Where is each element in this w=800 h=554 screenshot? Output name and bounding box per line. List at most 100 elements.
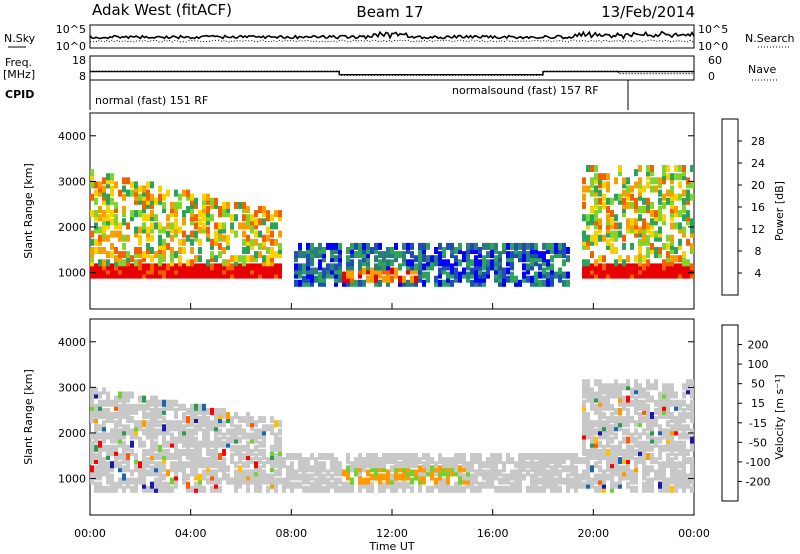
velocity-cell <box>142 477 146 485</box>
velocity-cell <box>662 477 666 485</box>
power-cell <box>618 271 622 279</box>
power-cell <box>266 247 270 254</box>
power-cell <box>534 271 538 279</box>
velocity-cell <box>650 457 654 465</box>
velocity-cell <box>374 465 378 473</box>
velocity-cell <box>186 473 190 481</box>
power-cell <box>498 263 502 271</box>
power-cell <box>434 279 438 287</box>
power-cell <box>406 279 410 287</box>
velocity-cell <box>390 485 394 493</box>
velocity-cell <box>382 485 386 493</box>
range-tick-label: 4000 <box>58 336 86 349</box>
power-cell <box>498 279 502 287</box>
power-cell <box>646 267 650 275</box>
velocity-cell <box>594 428 598 436</box>
power-cell <box>542 251 546 259</box>
velocity-cell <box>134 420 138 428</box>
power-cell <box>274 251 278 259</box>
velocity-cell <box>666 444 670 452</box>
velocity-cell <box>558 469 562 477</box>
power-cell <box>378 251 382 259</box>
power-cell <box>658 234 662 242</box>
velocity-cell <box>286 453 290 460</box>
velocity-cell <box>606 432 610 440</box>
power-cell <box>278 230 282 238</box>
power-cell <box>98 226 102 234</box>
velocity-cell <box>678 416 682 424</box>
velocity-cell <box>610 453 614 460</box>
velocity-cell <box>202 436 206 444</box>
velocity-cell <box>666 436 670 444</box>
power-cell <box>638 181 642 189</box>
velocity-cell <box>90 444 94 452</box>
velocity-cell <box>382 453 386 460</box>
power-cell <box>590 238 594 246</box>
power-cell <box>166 242 170 250</box>
velocity-cell <box>174 407 178 415</box>
velocity-cell <box>406 465 410 473</box>
velocity-cell <box>630 469 634 477</box>
power-cell <box>270 251 274 259</box>
power-cell <box>206 193 210 201</box>
power-cell <box>222 206 226 213</box>
power-cell <box>134 181 138 189</box>
velocity-cell <box>662 387 666 395</box>
velocity-cell <box>634 403 638 411</box>
velocity-cell <box>446 461 450 469</box>
velocity-cell <box>534 485 538 493</box>
velocity-cell <box>454 481 458 489</box>
power-cell <box>162 242 166 250</box>
velocity-cell <box>606 383 610 391</box>
velocity-cell <box>374 453 378 460</box>
power-cell <box>634 263 638 271</box>
power-cell <box>666 165 670 172</box>
power-cell <box>178 267 182 275</box>
power-cell <box>90 169 94 177</box>
power-cell <box>474 267 478 275</box>
velocity-cell <box>658 399 662 407</box>
velocity-cell <box>94 473 98 481</box>
power-cell <box>310 279 314 287</box>
velocity-cell <box>274 485 278 493</box>
power-cell <box>658 251 662 259</box>
power-cell <box>598 263 602 271</box>
power-cell <box>362 279 366 287</box>
power-cell <box>378 267 382 275</box>
nsearch-label: N.Search <box>745 32 795 45</box>
velocity-cell <box>646 477 650 485</box>
velocity-cell <box>590 448 594 456</box>
velocity-cell <box>686 448 690 456</box>
power-cell <box>194 271 198 279</box>
velocity-cell <box>234 428 238 436</box>
velocity-cell <box>674 399 678 407</box>
power-cell <box>614 214 618 222</box>
velocity-cell <box>686 473 690 481</box>
velocity-cell <box>142 469 146 477</box>
velocity-cell <box>646 403 650 411</box>
velocity-cell <box>94 403 98 411</box>
power-cell <box>234 267 238 275</box>
velocity-cell <box>194 412 198 419</box>
power-cell <box>478 271 482 279</box>
power-cell <box>438 279 442 287</box>
velocity-cell <box>670 457 674 465</box>
power-cell <box>98 259 102 267</box>
velocity-cell <box>682 407 686 415</box>
velocity-cell <box>302 485 306 493</box>
velocity-cell <box>598 387 602 395</box>
velocity-cell <box>146 403 150 411</box>
power-cell <box>622 177 626 185</box>
velocity-cell <box>98 407 102 415</box>
velocity-cell <box>202 420 206 428</box>
freq-nave-panel: Freq. [MHz] Nave 18 8 60 0 <box>3 54 778 83</box>
power-cell <box>602 234 606 242</box>
power-cell <box>174 218 178 226</box>
power-cell <box>134 267 138 275</box>
power-cell <box>334 242 338 250</box>
velocity-cell <box>554 453 558 460</box>
power-cell <box>346 259 350 267</box>
power-cell <box>606 263 610 271</box>
power-cell <box>226 259 230 267</box>
power-cell <box>378 263 382 271</box>
